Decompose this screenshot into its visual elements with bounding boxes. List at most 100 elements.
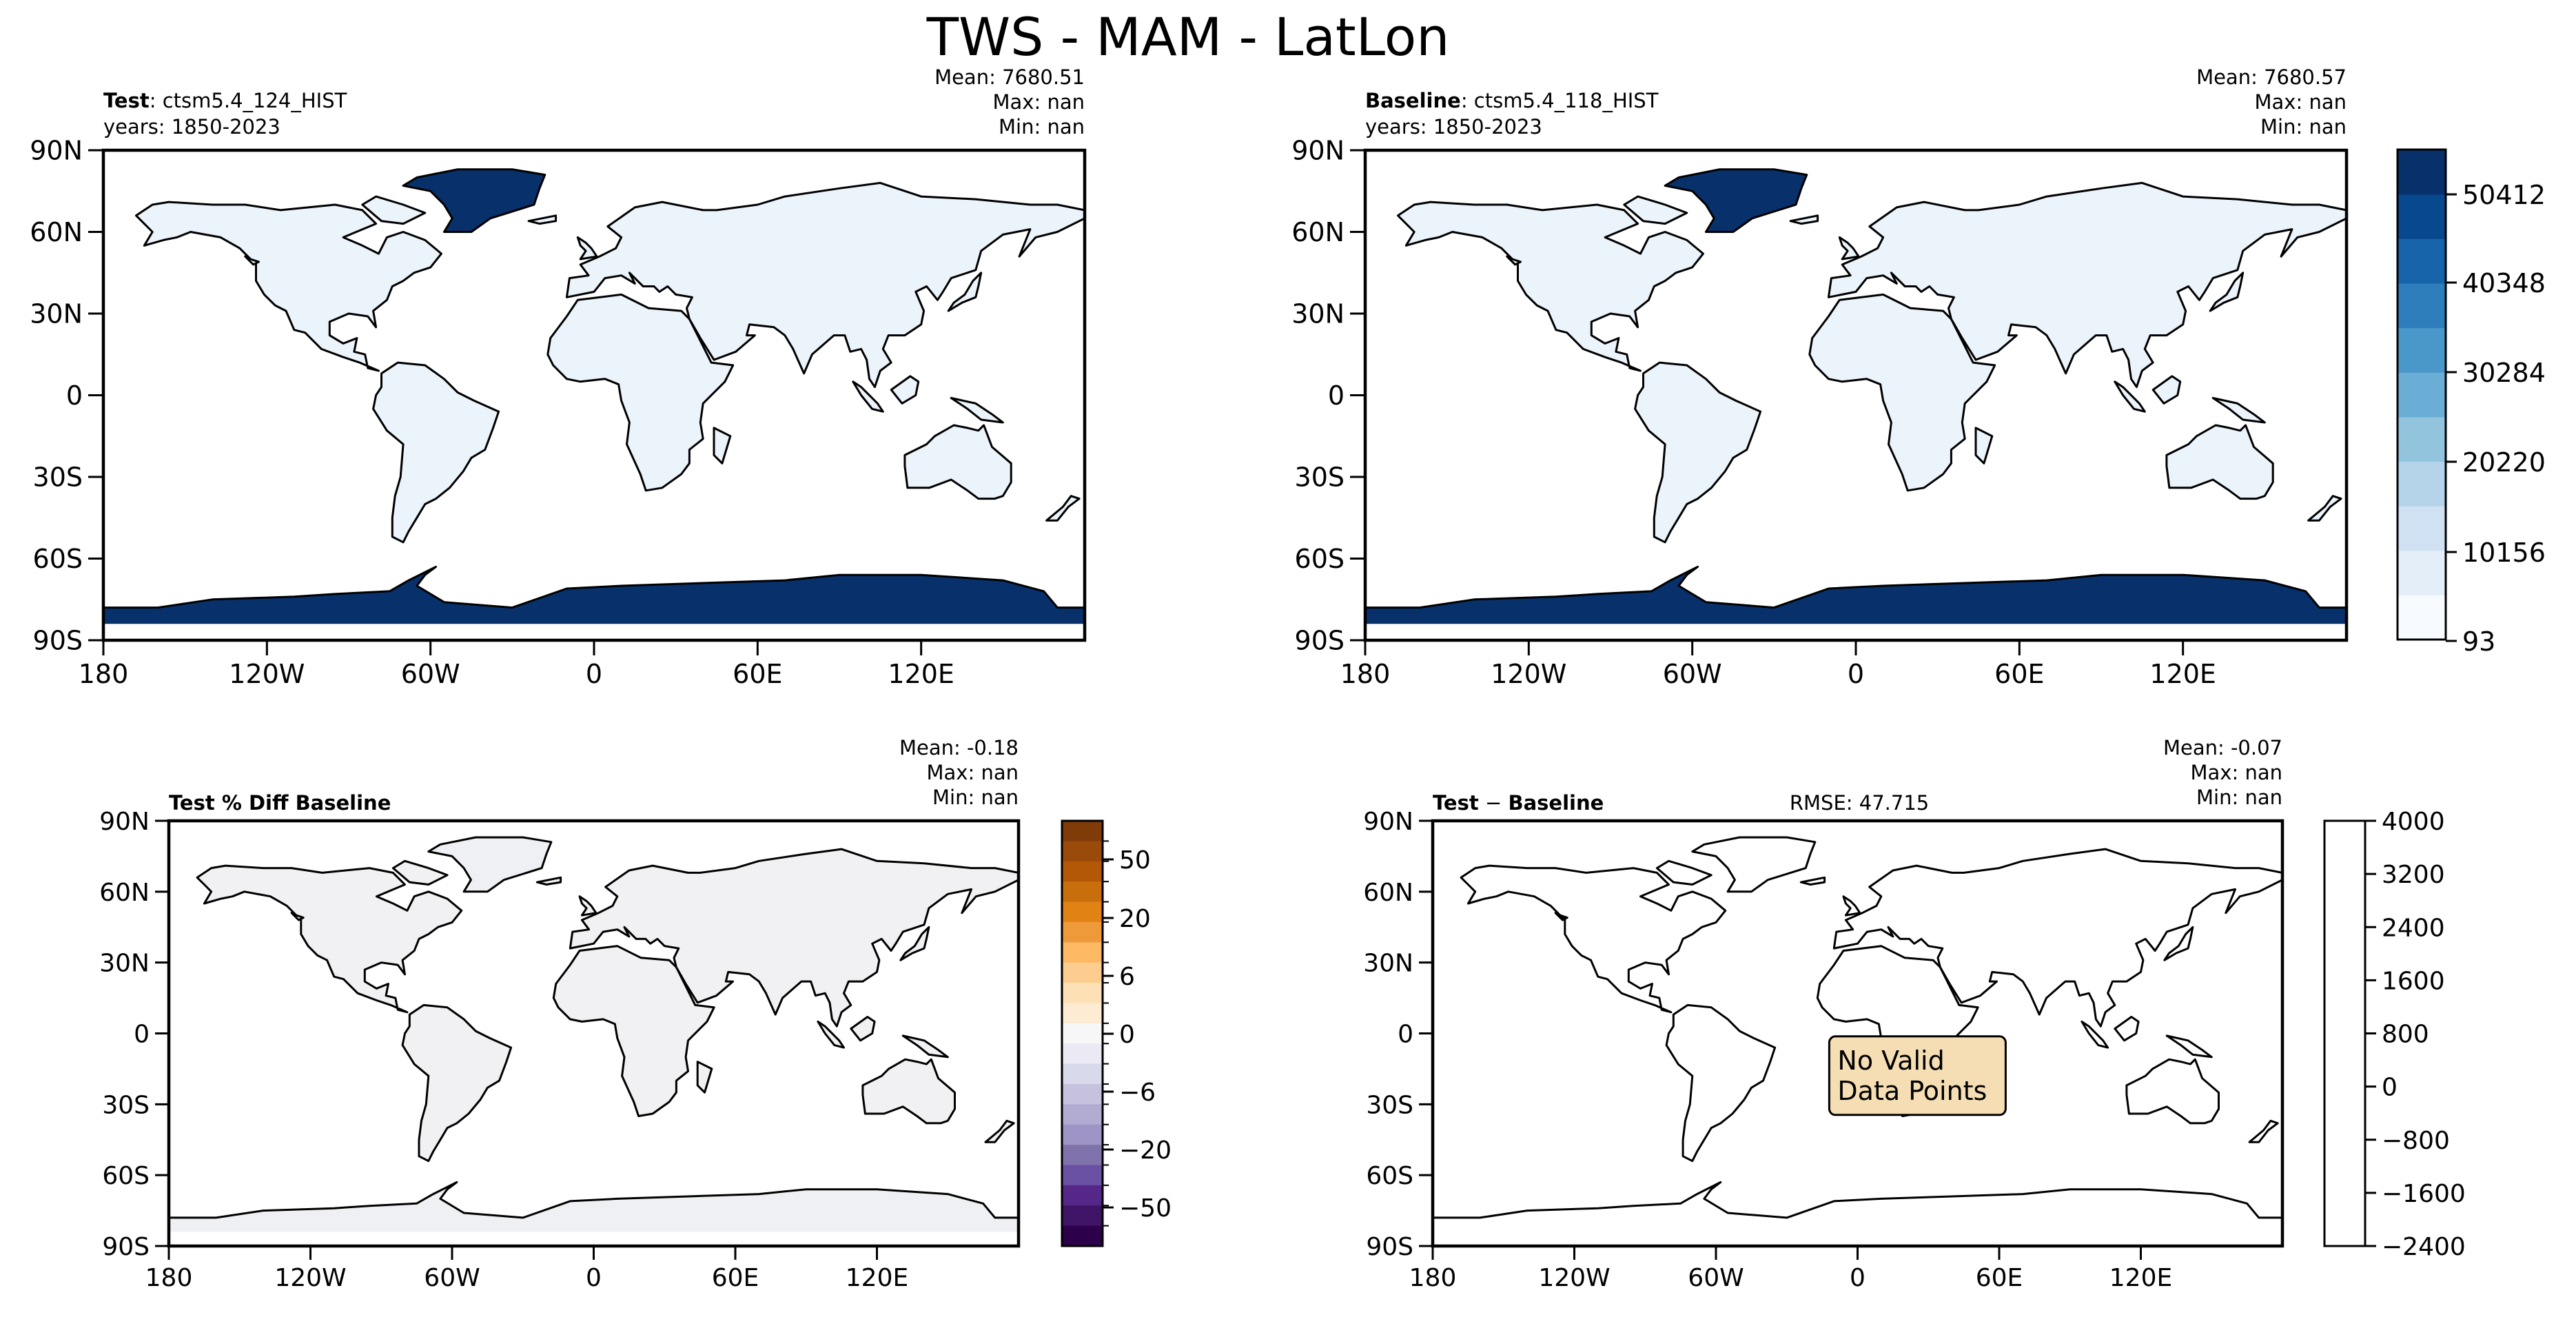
stat-line: Mean: -0.07 [2163,736,2282,759]
y-tick-label: 90N [1291,136,1345,166]
stat-line: Max: nan [2191,761,2282,784]
map-layer [1433,836,2282,1219]
landmass [569,848,1019,1028]
landmass [950,397,1004,424]
map-layer [169,836,1019,1232]
panel-test: 180 120W 60W 0 60E 120E 90N 60N 30N 0 30S 60S 90S Mea… [30,65,1087,689]
y-tick-label: 60S [33,544,83,574]
colorbar-segment [1062,921,1103,943]
x-tick-label: 180 [145,1264,193,1292]
colorbar-label: 1600 [2382,967,2445,995]
stat-line: Max: nan [993,90,1085,114]
colorbar: 50412 40348 30284 20220 10156 93 [2396,148,2546,657]
colorbar-segment [1062,962,1103,983]
x-tick-label: 60E [712,1264,759,1292]
landmass [852,380,884,413]
x-tick-label: 0 [1848,659,1864,689]
colorbar-label: 4000 [2382,808,2445,836]
y-tick-label: 0 [66,380,83,411]
y-tick-label: 30S [1366,1091,1413,1119]
colorbar-segment [2398,506,2446,551]
landmass [391,859,449,886]
y-tick-label: 90N [99,808,150,836]
rmse-label: RMSE: 47.715 [1790,791,1929,815]
landmass [1799,876,1826,886]
colorbar-segment [1062,1043,1103,1065]
years-label: years: 1850-2023 [1365,115,1542,139]
landmass [2151,375,2182,405]
colorbar-segment [1062,1063,1103,1085]
colorbar-label: 6 [1119,963,1135,991]
landmass [2114,380,2146,413]
landmass [1665,1003,1777,1163]
x-tick-label: 120E [2149,659,2216,689]
colorbar-segment [1062,1185,1103,1206]
y-tick-label: 90S [102,1233,150,1261]
landmass [290,912,305,921]
landmass [427,836,553,893]
colorbar-label: 2400 [2382,914,2445,942]
colorbar-segment [2398,416,2446,462]
colorbar-segment [1062,1165,1103,1186]
panel-label-bold: Baseline [1365,89,1461,112]
x-tick-label: 60W [1688,1264,1744,1292]
y-tick-label: 30N [99,950,150,978]
colorbar-segment [2398,595,2446,640]
colorbar-frame [2323,819,2367,1247]
colorbar-segment [1062,881,1103,903]
colorbar-label: −2400 [2382,1233,2466,1261]
landmass [1623,195,1688,225]
x-tick-label: 120E [2109,1264,2172,1292]
landmass [850,1016,876,1042]
landmass [1842,895,1861,917]
landmass [1664,168,1808,233]
landmass [2114,1016,2140,1042]
x-tick-label: 0 [586,659,602,689]
x-tick-label: 60W [1663,659,1722,689]
y-tick-label: 90S [33,626,83,656]
colorbar-label: −1600 [2382,1180,2466,1208]
colorbar-frame [2396,148,2447,641]
colorbar-segment [1062,1003,1103,1024]
colorbar-segment [1062,1083,1103,1105]
x-tick-label: 60E [1976,1264,2023,1292]
annotation-box [1828,1035,2007,1116]
landmass [2165,424,2274,500]
antarctica-coast [1433,1181,2282,1219]
x-tick-label: 180 [1409,1264,1457,1292]
antarctica-coast [103,565,1085,609]
stat-line: Mean: 7680.51 [934,65,1085,89]
colorbar-segment [1062,841,1103,862]
landmass [2081,1020,2109,1049]
antarctica-coast [1365,565,2347,609]
y-tick-label: 90S [1366,1233,1413,1261]
colorbar: 4000 3200 2400 1600 800 0 −800 −1600 −2400 [2323,808,2466,1261]
panel-pct_diff: 180 120W 60W 0 60E 120E 90N 60N 30N 0 30S 60S 90S Mea… [99,736,1172,1292]
map-layer [1365,168,2347,624]
colorbar-label: 800 [2382,1021,2429,1049]
panel-label: Test: ctsm5.4_124_HIST [103,89,347,112]
colorbar-segment [1062,821,1103,841]
colorbar-label: 40348 [2462,268,2546,298]
colorbar-label: 20220 [2462,447,2546,478]
colorbar-segment [1062,942,1103,963]
x-tick-label: 60E [1994,659,2044,689]
landmass [1506,255,1522,266]
colorbar-segment [2398,550,2446,595]
antarctica-fill [103,566,1085,624]
landmass [1974,427,1994,464]
panel-diff: 180 120W 60W 0 60E 120E 90N 60N 30N 0 30S 60S 90S Mea… [1363,736,2466,1292]
landmass [1808,293,1996,492]
y-tick-label: 90N [1363,808,1413,836]
y-tick-label: 30N [1291,299,1345,329]
panel-label-minus: − [1479,791,1509,815]
landmass [552,945,715,1117]
map-layer [103,168,1085,624]
x-tick-label: 120W [1538,1264,1610,1292]
y-tick-label: 90N [30,136,83,166]
colorbar-label: 30284 [2462,358,2546,388]
landmass [565,181,1085,389]
stat-line: Mean: 7680.57 [2196,65,2347,89]
colorbar-label: 3200 [2382,861,2445,889]
